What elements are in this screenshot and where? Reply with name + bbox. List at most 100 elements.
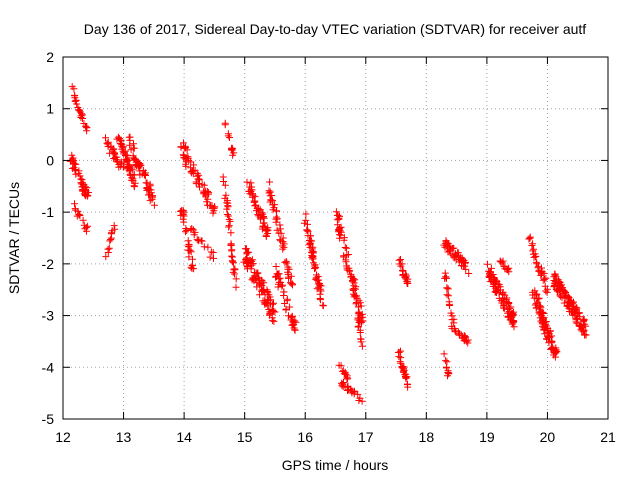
data-point <box>264 230 272 237</box>
data-point <box>347 273 355 281</box>
data-point <box>133 162 141 170</box>
data-point <box>397 256 404 263</box>
data-point <box>110 222 118 230</box>
data-point <box>302 216 310 224</box>
data-point <box>465 270 473 277</box>
data-point <box>343 372 351 380</box>
data-point <box>340 252 348 260</box>
data-point <box>246 188 254 195</box>
data-point <box>71 200 78 208</box>
data-point <box>228 253 236 261</box>
x-tick-label: 14 <box>176 429 192 445</box>
y-tick-label: -1 <box>42 204 55 220</box>
data-point <box>573 314 580 322</box>
data-point <box>548 337 555 345</box>
data-point <box>226 134 233 141</box>
data-point <box>128 166 136 174</box>
data-point <box>142 179 150 187</box>
data-point <box>70 164 78 172</box>
data-point <box>442 357 450 365</box>
data-point <box>243 262 251 270</box>
data-point <box>307 237 315 245</box>
data-point <box>228 144 236 152</box>
data-point <box>272 263 280 270</box>
data-point <box>447 309 455 317</box>
data-point <box>247 265 255 273</box>
data-point <box>398 363 406 371</box>
data-point <box>79 115 86 122</box>
data-point <box>394 348 402 356</box>
data-point <box>129 144 137 152</box>
data-point <box>319 302 327 310</box>
data-point <box>452 328 460 336</box>
data-point <box>309 252 317 260</box>
data-point <box>571 311 579 319</box>
data-point <box>260 299 268 307</box>
data-point <box>191 228 199 236</box>
data-point <box>339 367 347 375</box>
data-point <box>123 151 131 159</box>
data-point <box>440 350 448 358</box>
data-point <box>346 267 354 275</box>
y-tick-label: -4 <box>42 359 55 375</box>
data-point <box>304 220 311 228</box>
data-point <box>526 234 534 242</box>
data-point <box>334 212 341 219</box>
data-point <box>499 257 507 265</box>
data-point <box>538 264 545 272</box>
data-point <box>452 251 460 259</box>
data-point <box>275 270 283 278</box>
data-point <box>279 281 286 289</box>
data-point <box>579 327 587 335</box>
data-point <box>546 327 554 335</box>
y-axis-label: SDTVAR / TECUs <box>6 182 22 294</box>
data-point <box>442 364 450 372</box>
data-point <box>565 298 573 306</box>
data-point <box>545 334 552 342</box>
data-point <box>85 189 92 196</box>
data-point <box>259 222 267 230</box>
data-point <box>252 201 260 209</box>
data-point <box>311 262 319 270</box>
data-point <box>107 142 115 150</box>
data-point <box>275 280 282 288</box>
x-tick-label: 15 <box>237 429 253 445</box>
data-point <box>397 359 405 367</box>
data-point <box>356 326 364 334</box>
data-point <box>118 145 126 153</box>
data-point <box>150 201 158 209</box>
data-point <box>338 379 346 387</box>
data-point <box>355 397 363 404</box>
data-point <box>256 291 264 299</box>
data-point <box>103 139 111 147</box>
data-point <box>279 245 287 253</box>
data-point <box>464 336 472 344</box>
data-point <box>71 92 79 100</box>
data-point <box>350 293 358 301</box>
data-point <box>272 215 280 223</box>
data-point <box>346 385 354 393</box>
data-point <box>573 304 581 312</box>
data-point <box>566 308 574 315</box>
data-point <box>508 312 516 320</box>
data-point <box>284 263 292 271</box>
data-point <box>189 167 196 175</box>
x-tick-label: 21 <box>600 429 616 445</box>
data-point <box>451 253 459 261</box>
data-point <box>445 370 453 378</box>
data-point <box>180 152 188 160</box>
data-point <box>83 184 91 192</box>
data-point <box>403 279 411 287</box>
data-point <box>503 294 511 302</box>
data-point <box>243 178 251 186</box>
data-point <box>81 225 89 233</box>
data-point <box>542 274 550 282</box>
data-point <box>402 270 410 278</box>
data-point <box>227 229 235 237</box>
data-point <box>532 258 540 266</box>
data-point <box>283 295 291 303</box>
data-point <box>266 310 274 318</box>
data-point <box>542 287 550 295</box>
data-point <box>489 276 497 284</box>
